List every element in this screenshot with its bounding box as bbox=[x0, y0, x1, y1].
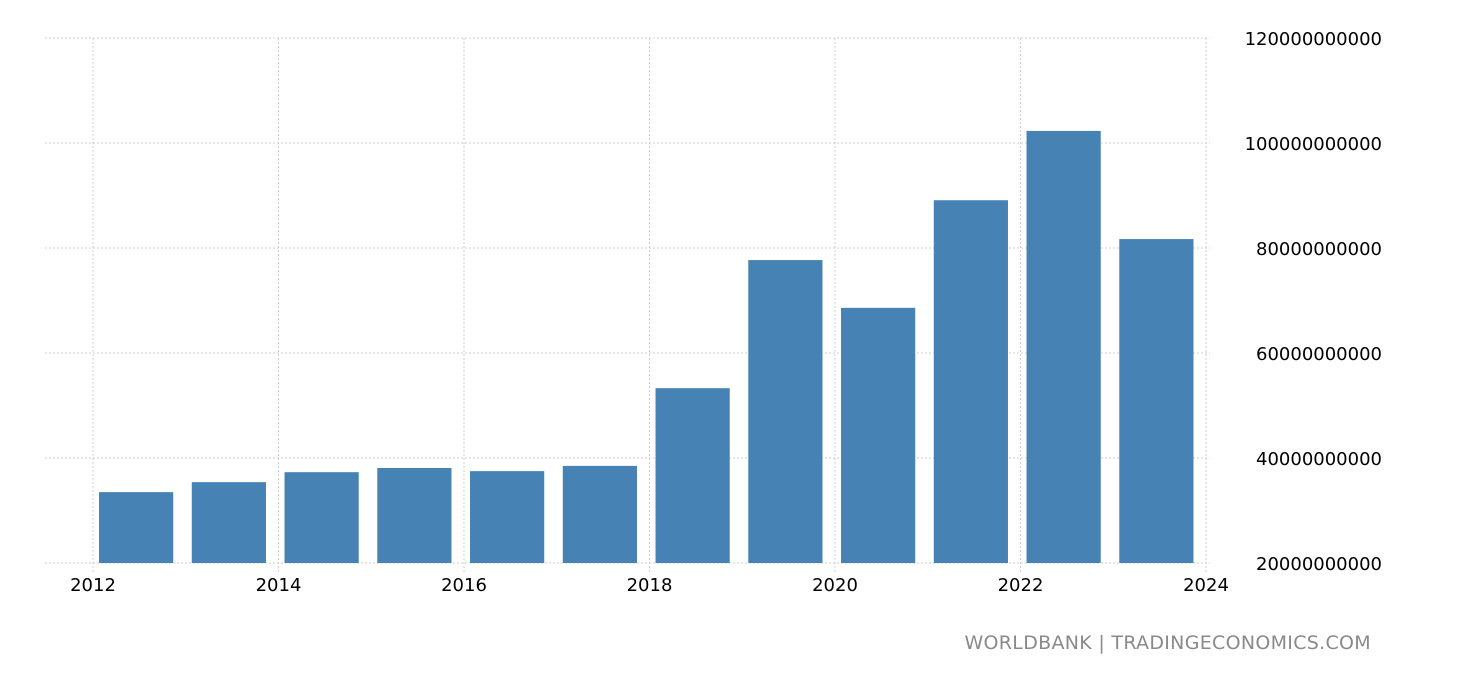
y-tick-label: 80000000000 bbox=[1256, 239, 1382, 260]
x-tick-label: 2022 bbox=[998, 575, 1044, 596]
x-tick-label: 2020 bbox=[812, 575, 858, 596]
y-tick-label: 120000000000 bbox=[1245, 29, 1382, 50]
bar-2019 bbox=[748, 260, 823, 563]
bar-2013 bbox=[191, 482, 266, 563]
y-tick-label: 40000000000 bbox=[1256, 449, 1382, 470]
bar-2015 bbox=[377, 467, 452, 563]
y-tick-label: 20000000000 bbox=[1256, 554, 1382, 575]
bar-2018 bbox=[655, 388, 730, 563]
x-tick-label: 2024 bbox=[1183, 575, 1229, 596]
x-tick-label: 2018 bbox=[627, 575, 673, 596]
source-footer: WORLDBANK | TRADINGECONOMICS.COM bbox=[964, 632, 1371, 654]
bar-2021 bbox=[933, 200, 1008, 563]
bar-2014 bbox=[284, 472, 359, 563]
bar-2020 bbox=[841, 307, 916, 563]
y-tick-label: 60000000000 bbox=[1256, 344, 1382, 365]
bar-2016 bbox=[470, 471, 545, 563]
x-tick-label: 2012 bbox=[70, 575, 116, 596]
bar-2017 bbox=[562, 465, 637, 563]
bar-2023 bbox=[1119, 239, 1194, 563]
y-tick-label: 100000000000 bbox=[1245, 134, 1382, 155]
x-tick-label: 2014 bbox=[256, 575, 302, 596]
bar-2022 bbox=[1026, 130, 1101, 564]
x-tick-label: 2016 bbox=[441, 575, 487, 596]
bar-2012 bbox=[99, 492, 174, 563]
